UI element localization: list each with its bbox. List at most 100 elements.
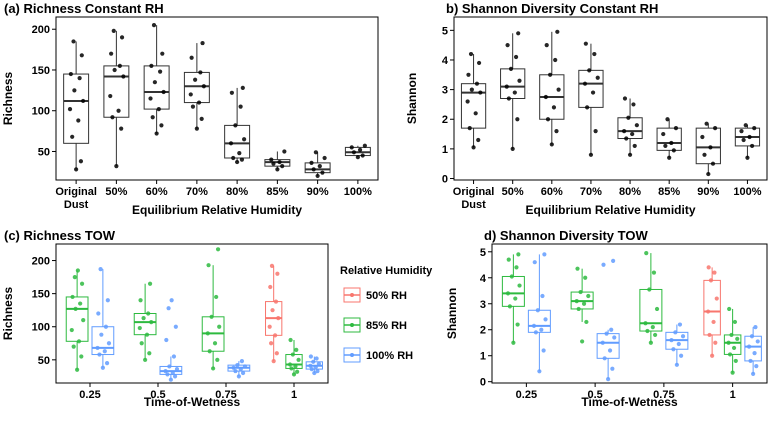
data-point bbox=[533, 330, 539, 335]
data-point bbox=[237, 151, 242, 156]
data-point bbox=[673, 126, 679, 131]
data-point bbox=[679, 353, 684, 358]
data-point bbox=[607, 348, 613, 353]
data-point bbox=[749, 334, 755, 339]
data-point bbox=[280, 164, 285, 169]
x-tick-label: Original bbox=[453, 186, 495, 198]
box-group bbox=[183, 40, 210, 131]
data-point bbox=[72, 88, 77, 93]
x-tick-label: 70% bbox=[186, 186, 208, 198]
data-point bbox=[516, 252, 521, 257]
data-point bbox=[240, 370, 246, 376]
box-group bbox=[65, 268, 89, 372]
data-point bbox=[747, 134, 752, 140]
data-point bbox=[102, 349, 107, 354]
data-point bbox=[215, 357, 220, 362]
data-point bbox=[77, 76, 82, 81]
y-tick-label: 1 bbox=[480, 351, 486, 363]
data-point bbox=[555, 29, 560, 34]
data-point bbox=[313, 365, 318, 370]
legend-label: 100% RH bbox=[366, 350, 413, 362]
data-point bbox=[727, 352, 733, 357]
data-point bbox=[467, 126, 472, 131]
y-tick-label: 50 bbox=[38, 355, 50, 367]
data-point bbox=[514, 265, 519, 270]
x-tick-label: Original bbox=[55, 186, 97, 198]
data-point bbox=[269, 341, 274, 346]
data-point bbox=[275, 167, 280, 172]
plot-frame bbox=[55, 16, 379, 181]
data-point bbox=[194, 126, 199, 131]
data-point bbox=[714, 296, 719, 301]
data-point bbox=[587, 68, 592, 73]
data-point bbox=[469, 87, 474, 92]
panel-a: (a) Richness Constant RH 50 100 150 200 Richn… bbox=[1, 1, 379, 217]
data-point bbox=[609, 327, 614, 332]
box-iqr bbox=[103, 65, 130, 118]
data-point bbox=[473, 111, 478, 116]
data-point bbox=[148, 96, 153, 101]
x-tick-label: 80% bbox=[619, 186, 641, 198]
data-point bbox=[138, 298, 143, 303]
panel-title: b) Shannon Diversity Constant RH bbox=[446, 1, 658, 16]
legend-key-point bbox=[350, 293, 354, 297]
data-point bbox=[706, 171, 711, 177]
data-point bbox=[611, 258, 616, 263]
data-point bbox=[540, 293, 545, 299]
data-point bbox=[308, 354, 313, 359]
data-point bbox=[109, 51, 114, 56]
box-iqr bbox=[224, 124, 251, 159]
data-point bbox=[200, 40, 205, 46]
box-iqr bbox=[133, 313, 157, 336]
y-tick-label: 0 bbox=[442, 174, 448, 186]
data-point bbox=[269, 263, 275, 268]
data-point bbox=[626, 115, 631, 120]
data-point bbox=[79, 53, 84, 58]
data-point bbox=[238, 104, 243, 109]
y-axis-label: Richness bbox=[1, 71, 15, 125]
data-point bbox=[70, 134, 75, 139]
y-tick-label: 2 bbox=[442, 114, 448, 126]
data-point bbox=[231, 365, 236, 370]
data-point bbox=[193, 77, 198, 82]
data-point bbox=[549, 142, 554, 147]
data-point bbox=[146, 311, 151, 316]
data-point bbox=[320, 170, 325, 175]
x-axis-label: Time-of-Wetness bbox=[144, 395, 241, 409]
data-point bbox=[663, 143, 668, 149]
data-point bbox=[733, 358, 738, 364]
data-point bbox=[580, 339, 585, 344]
legend-title: Relative Humidity bbox=[340, 265, 433, 277]
data-point bbox=[309, 160, 314, 165]
data-point bbox=[583, 41, 588, 46]
data-point bbox=[293, 364, 298, 369]
x-tick-label: 1 bbox=[291, 389, 297, 401]
data-point bbox=[270, 308, 275, 313]
data-point bbox=[78, 159, 84, 164]
data-point bbox=[240, 85, 245, 91]
x-tick-label: 90% bbox=[697, 186, 719, 198]
data-point bbox=[474, 81, 480, 86]
data-point bbox=[468, 51, 474, 57]
data-point bbox=[242, 364, 248, 369]
data-point bbox=[653, 332, 658, 338]
data-point bbox=[271, 161, 276, 166]
data-point bbox=[308, 363, 313, 368]
data-point bbox=[753, 325, 758, 330]
data-point bbox=[745, 155, 750, 160]
data-point bbox=[634, 123, 639, 128]
data-point bbox=[67, 106, 73, 112]
data-point bbox=[273, 333, 278, 338]
box-group bbox=[703, 265, 721, 358]
data-point bbox=[154, 131, 159, 136]
data-point bbox=[545, 117, 551, 122]
x-tick-label: 0.25 bbox=[516, 389, 537, 401]
y-tick-label: 5 bbox=[442, 25, 448, 37]
data-point bbox=[71, 344, 76, 349]
data-point bbox=[70, 294, 75, 300]
box-group bbox=[133, 281, 157, 362]
data-point bbox=[121, 74, 126, 79]
data-point bbox=[99, 332, 104, 337]
data-point bbox=[95, 345, 100, 351]
data-point bbox=[731, 345, 737, 351]
